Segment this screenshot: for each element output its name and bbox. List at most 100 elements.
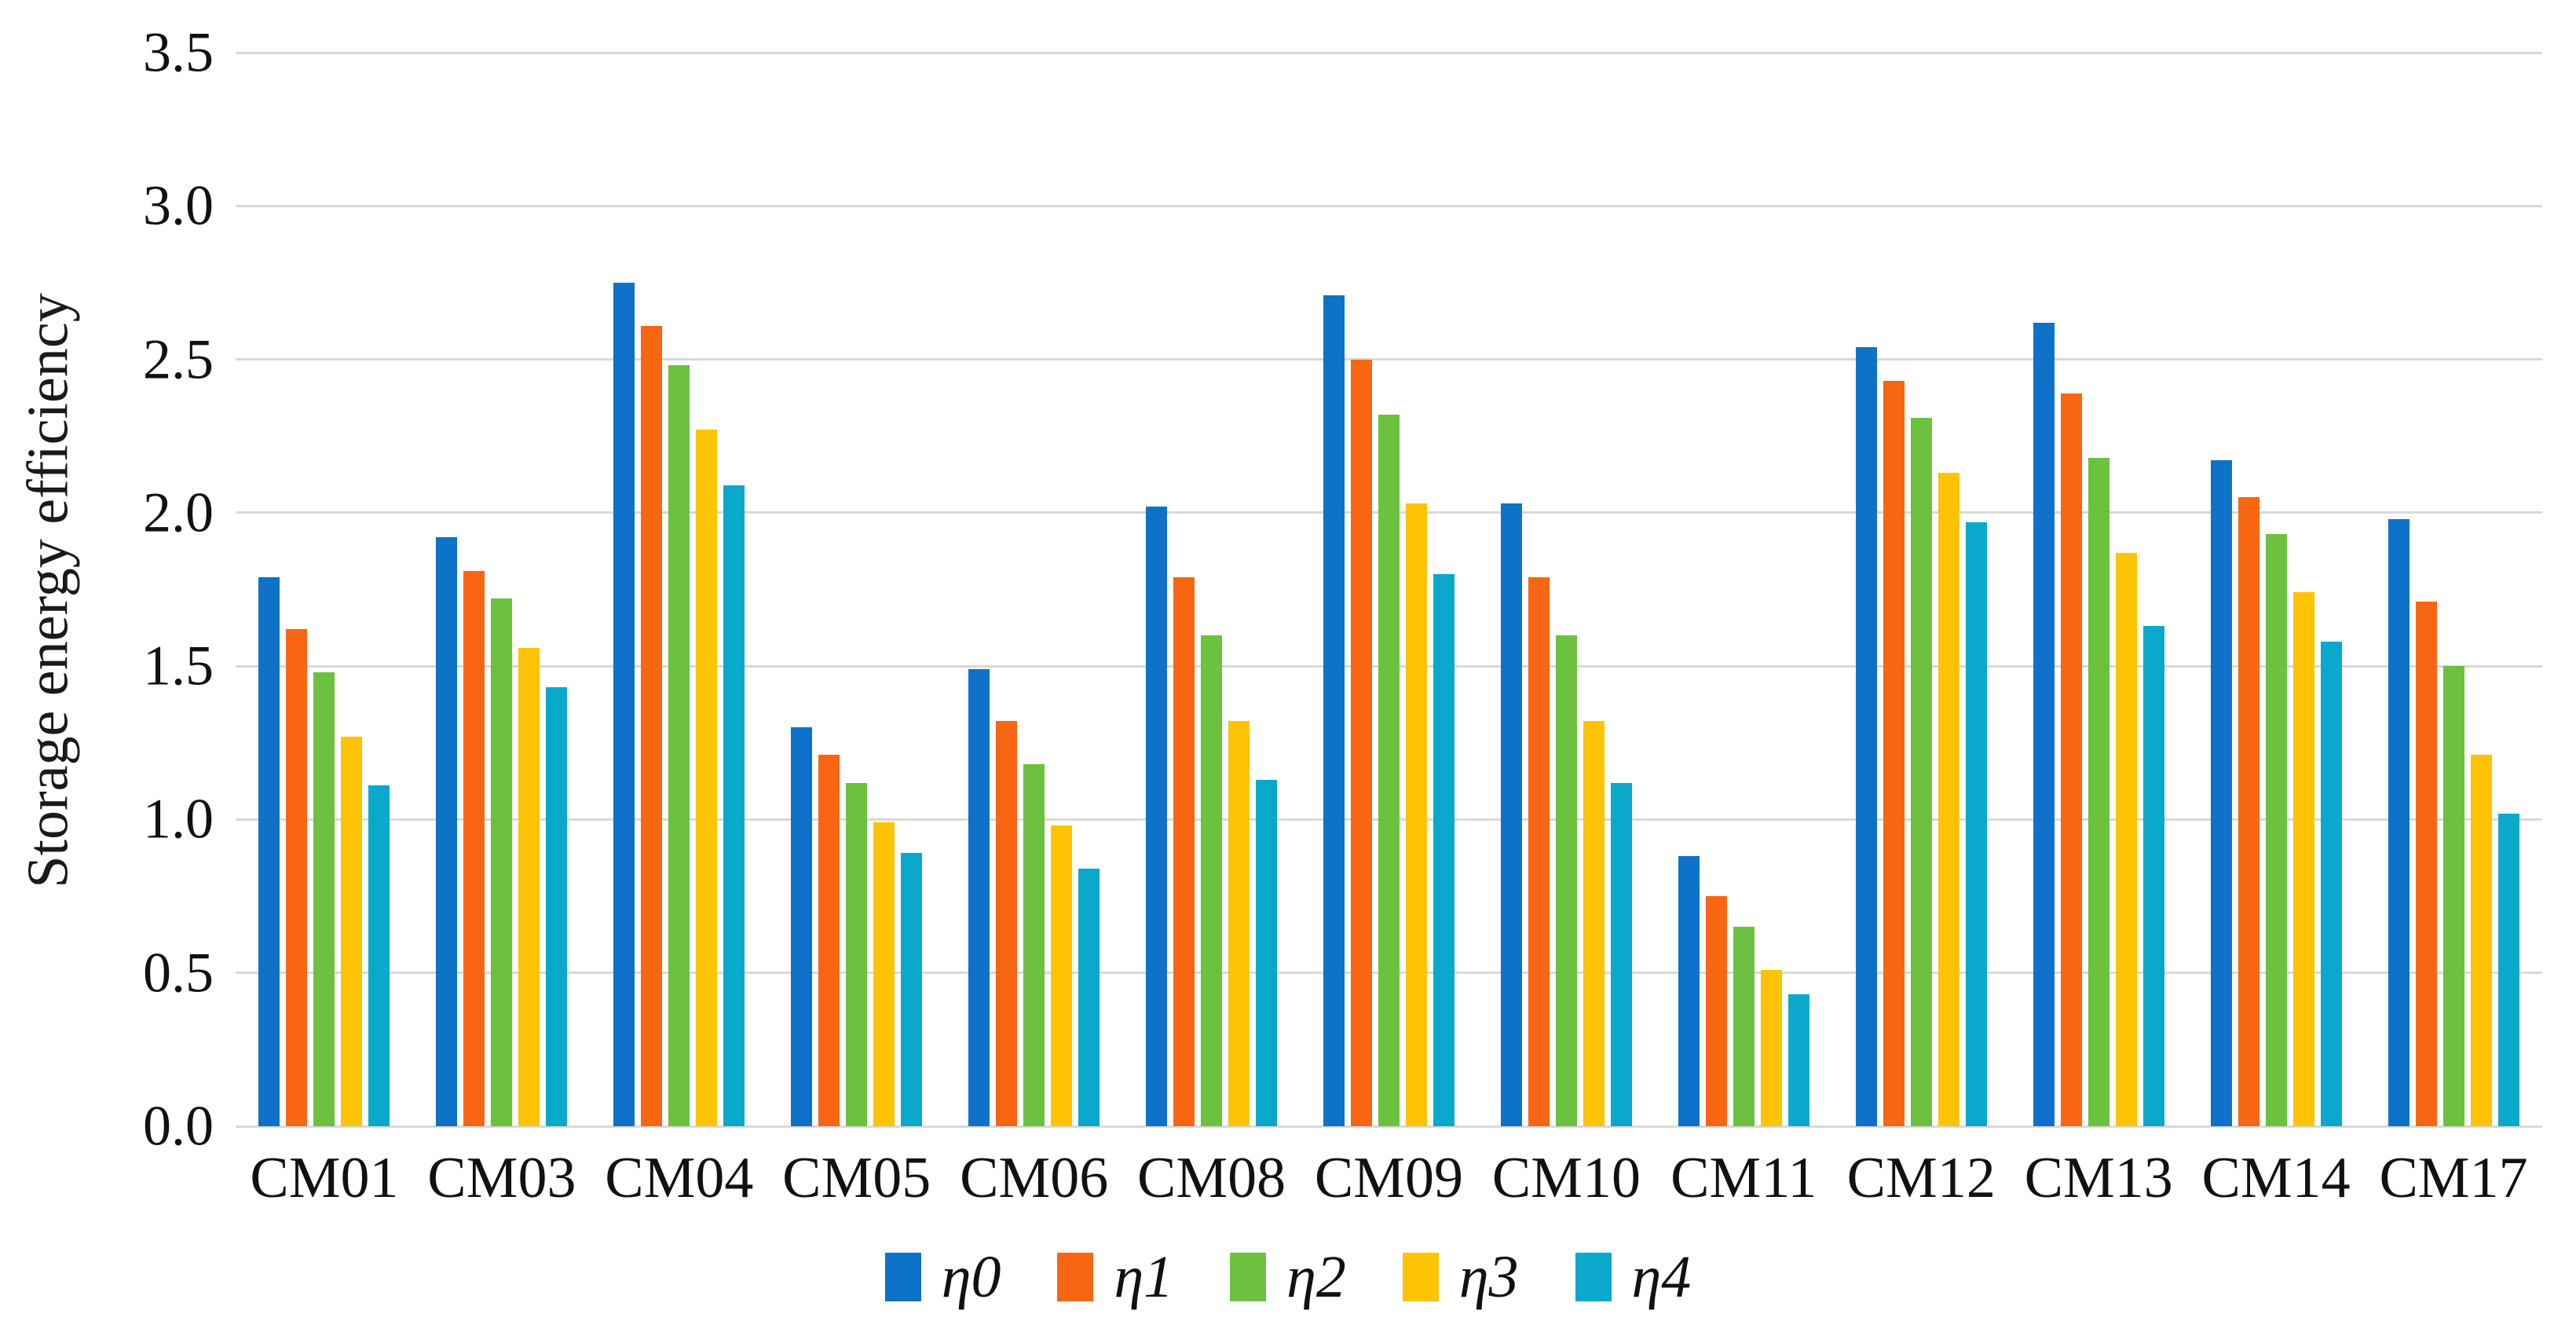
bar-CM09-η0	[1323, 295, 1345, 1126]
bar-CM06-η1	[996, 721, 1018, 1126]
bar-CM03-η3	[518, 647, 540, 1126]
bar-CM04-η4	[723, 485, 745, 1126]
x-tick-label: CM09	[1314, 1146, 1464, 1210]
bar-CM04-η1	[641, 325, 663, 1126]
gridline	[236, 204, 2542, 207]
y-tick-label: 3.5	[143, 20, 214, 84]
bar-CM11-η1	[1705, 896, 1727, 1126]
bar-CM17-η3	[2470, 755, 2492, 1126]
bar-CM05-η3	[873, 822, 895, 1126]
x-tick-label: CM04	[605, 1146, 754, 1210]
legend-item: η2	[1230, 1247, 1346, 1307]
bar-CM13-η4	[2142, 626, 2164, 1126]
bar-CM10-η3	[1583, 721, 1605, 1126]
y-tick-label: 2.0	[143, 481, 214, 544]
bar-CM05-η0	[791, 727, 813, 1126]
legend-label: η1	[1114, 1244, 1174, 1310]
bar-CM01-η2	[313, 672, 335, 1126]
x-tick-label: CM06	[960, 1146, 1109, 1210]
bar-CM14-η0	[2210, 460, 2232, 1126]
legend: η0 η1 η2 η3 η4	[0, 1247, 2576, 1307]
bar-CM14-η2	[2265, 534, 2287, 1126]
legend-label: η0	[941, 1244, 1001, 1310]
bar-CM10-η4	[1610, 782, 1632, 1126]
bar-CM03-η1	[463, 571, 485, 1126]
legend-swatch-η0	[884, 1253, 921, 1301]
bar-CM08-η0	[1146, 507, 1168, 1126]
bar-CM09-η3	[1406, 503, 1427, 1126]
y-tick-label: 3.0	[143, 174, 214, 237]
bar-CM17-η1	[2415, 602, 2437, 1126]
bar-CM13-η3	[2115, 552, 2137, 1126]
bar-CM04-η2	[668, 365, 690, 1126]
x-tick-label: CM10	[1491, 1146, 1641, 1210]
bar-CM06-η3	[1051, 825, 1073, 1126]
bar-CM11-η0	[1678, 856, 1700, 1126]
bar-CM06-η0	[968, 669, 990, 1126]
bar-CM06-η2	[1023, 764, 1045, 1126]
gridline	[236, 51, 2542, 54]
bar-CM03-η4	[546, 687, 568, 1126]
bar-CM14-η1	[2238, 497, 2259, 1126]
legend-label: η2	[1286, 1244, 1346, 1310]
bar-CM05-η1	[818, 755, 840, 1126]
legend-swatch-η1	[1057, 1253, 1094, 1301]
bar-CM08-η4	[1256, 779, 1278, 1126]
x-tick-label: CM08	[1136, 1146, 1286, 1210]
y-tick-label: 1.5	[143, 634, 214, 697]
bar-CM12-η0	[1855, 346, 1877, 1126]
bar-CM01-η1	[286, 629, 308, 1126]
y-tick-label: 2.5	[143, 328, 214, 391]
bar-CM03-η2	[491, 598, 513, 1126]
bar-CM01-η3	[341, 736, 363, 1126]
bar-CM17-η4	[2497, 813, 2519, 1126]
x-tick-label: CM11	[1670, 1146, 1817, 1210]
bar-CM13-η0	[2033, 322, 2055, 1126]
bar-CM17-η2	[2442, 666, 2464, 1126]
x-tick-label: CM13	[2024, 1146, 2173, 1210]
legend-swatch-η4	[1575, 1253, 1612, 1301]
bar-CM12-η4	[1965, 521, 1987, 1126]
bar-CM06-η4	[1078, 868, 1100, 1126]
legend-swatch-η2	[1230, 1253, 1267, 1301]
bar-CM04-η0	[613, 282, 635, 1126]
x-tick-label: CM05	[782, 1146, 931, 1210]
x-tick-label: CM14	[2201, 1146, 2351, 1210]
bar-CM09-η4	[1433, 573, 1454, 1126]
bar-CM08-η1	[1173, 576, 1195, 1126]
bar-CM10-η2	[1555, 635, 1577, 1126]
bar-CM04-η3	[696, 430, 718, 1126]
legend-item: η3	[1402, 1247, 1519, 1307]
bar-CM13-η2	[2088, 457, 2109, 1126]
bar-CM08-η3	[1228, 721, 1250, 1126]
bar-CM09-η1	[1351, 359, 1372, 1126]
y-tick-label: 1.0	[143, 787, 214, 851]
legend-item: η4	[1575, 1244, 1692, 1310]
x-tick-label: CM12	[1846, 1146, 1996, 1210]
bar-CM12-η2	[1910, 417, 1932, 1126]
legend-item: η0	[884, 1244, 1001, 1310]
bar-CM14-η4	[2320, 641, 2342, 1126]
y-tick-label: 0.0	[143, 1094, 214, 1158]
x-tick-label: CM03	[427, 1146, 576, 1210]
bar-CM17-η0	[2388, 518, 2410, 1126]
legend-label: η4	[1631, 1244, 1692, 1310]
bar-CM11-η3	[1760, 969, 1782, 1126]
bar-CM12-η3	[1937, 473, 1959, 1126]
legend-swatch-η3	[1402, 1253, 1439, 1301]
bar-CM10-η0	[1500, 503, 1522, 1126]
gridline	[236, 358, 2542, 361]
bar-CM12-η1	[1883, 380, 1905, 1126]
bar-CM05-η4	[901, 853, 923, 1126]
y-tick-label: 0.5	[143, 941, 214, 1005]
legend-item: η1	[1057, 1247, 1173, 1307]
bar-CM09-η2	[1378, 414, 1400, 1126]
bar-CM01-η0	[258, 576, 280, 1126]
bar-CM08-η2	[1201, 635, 1223, 1126]
bar-CM03-η0	[436, 537, 458, 1126]
bar-CM01-η4	[368, 785, 390, 1126]
x-tick-label: CM01	[250, 1146, 399, 1210]
bar-CM11-η2	[1733, 927, 1755, 1126]
bar-CM14-η3	[2292, 592, 2314, 1126]
